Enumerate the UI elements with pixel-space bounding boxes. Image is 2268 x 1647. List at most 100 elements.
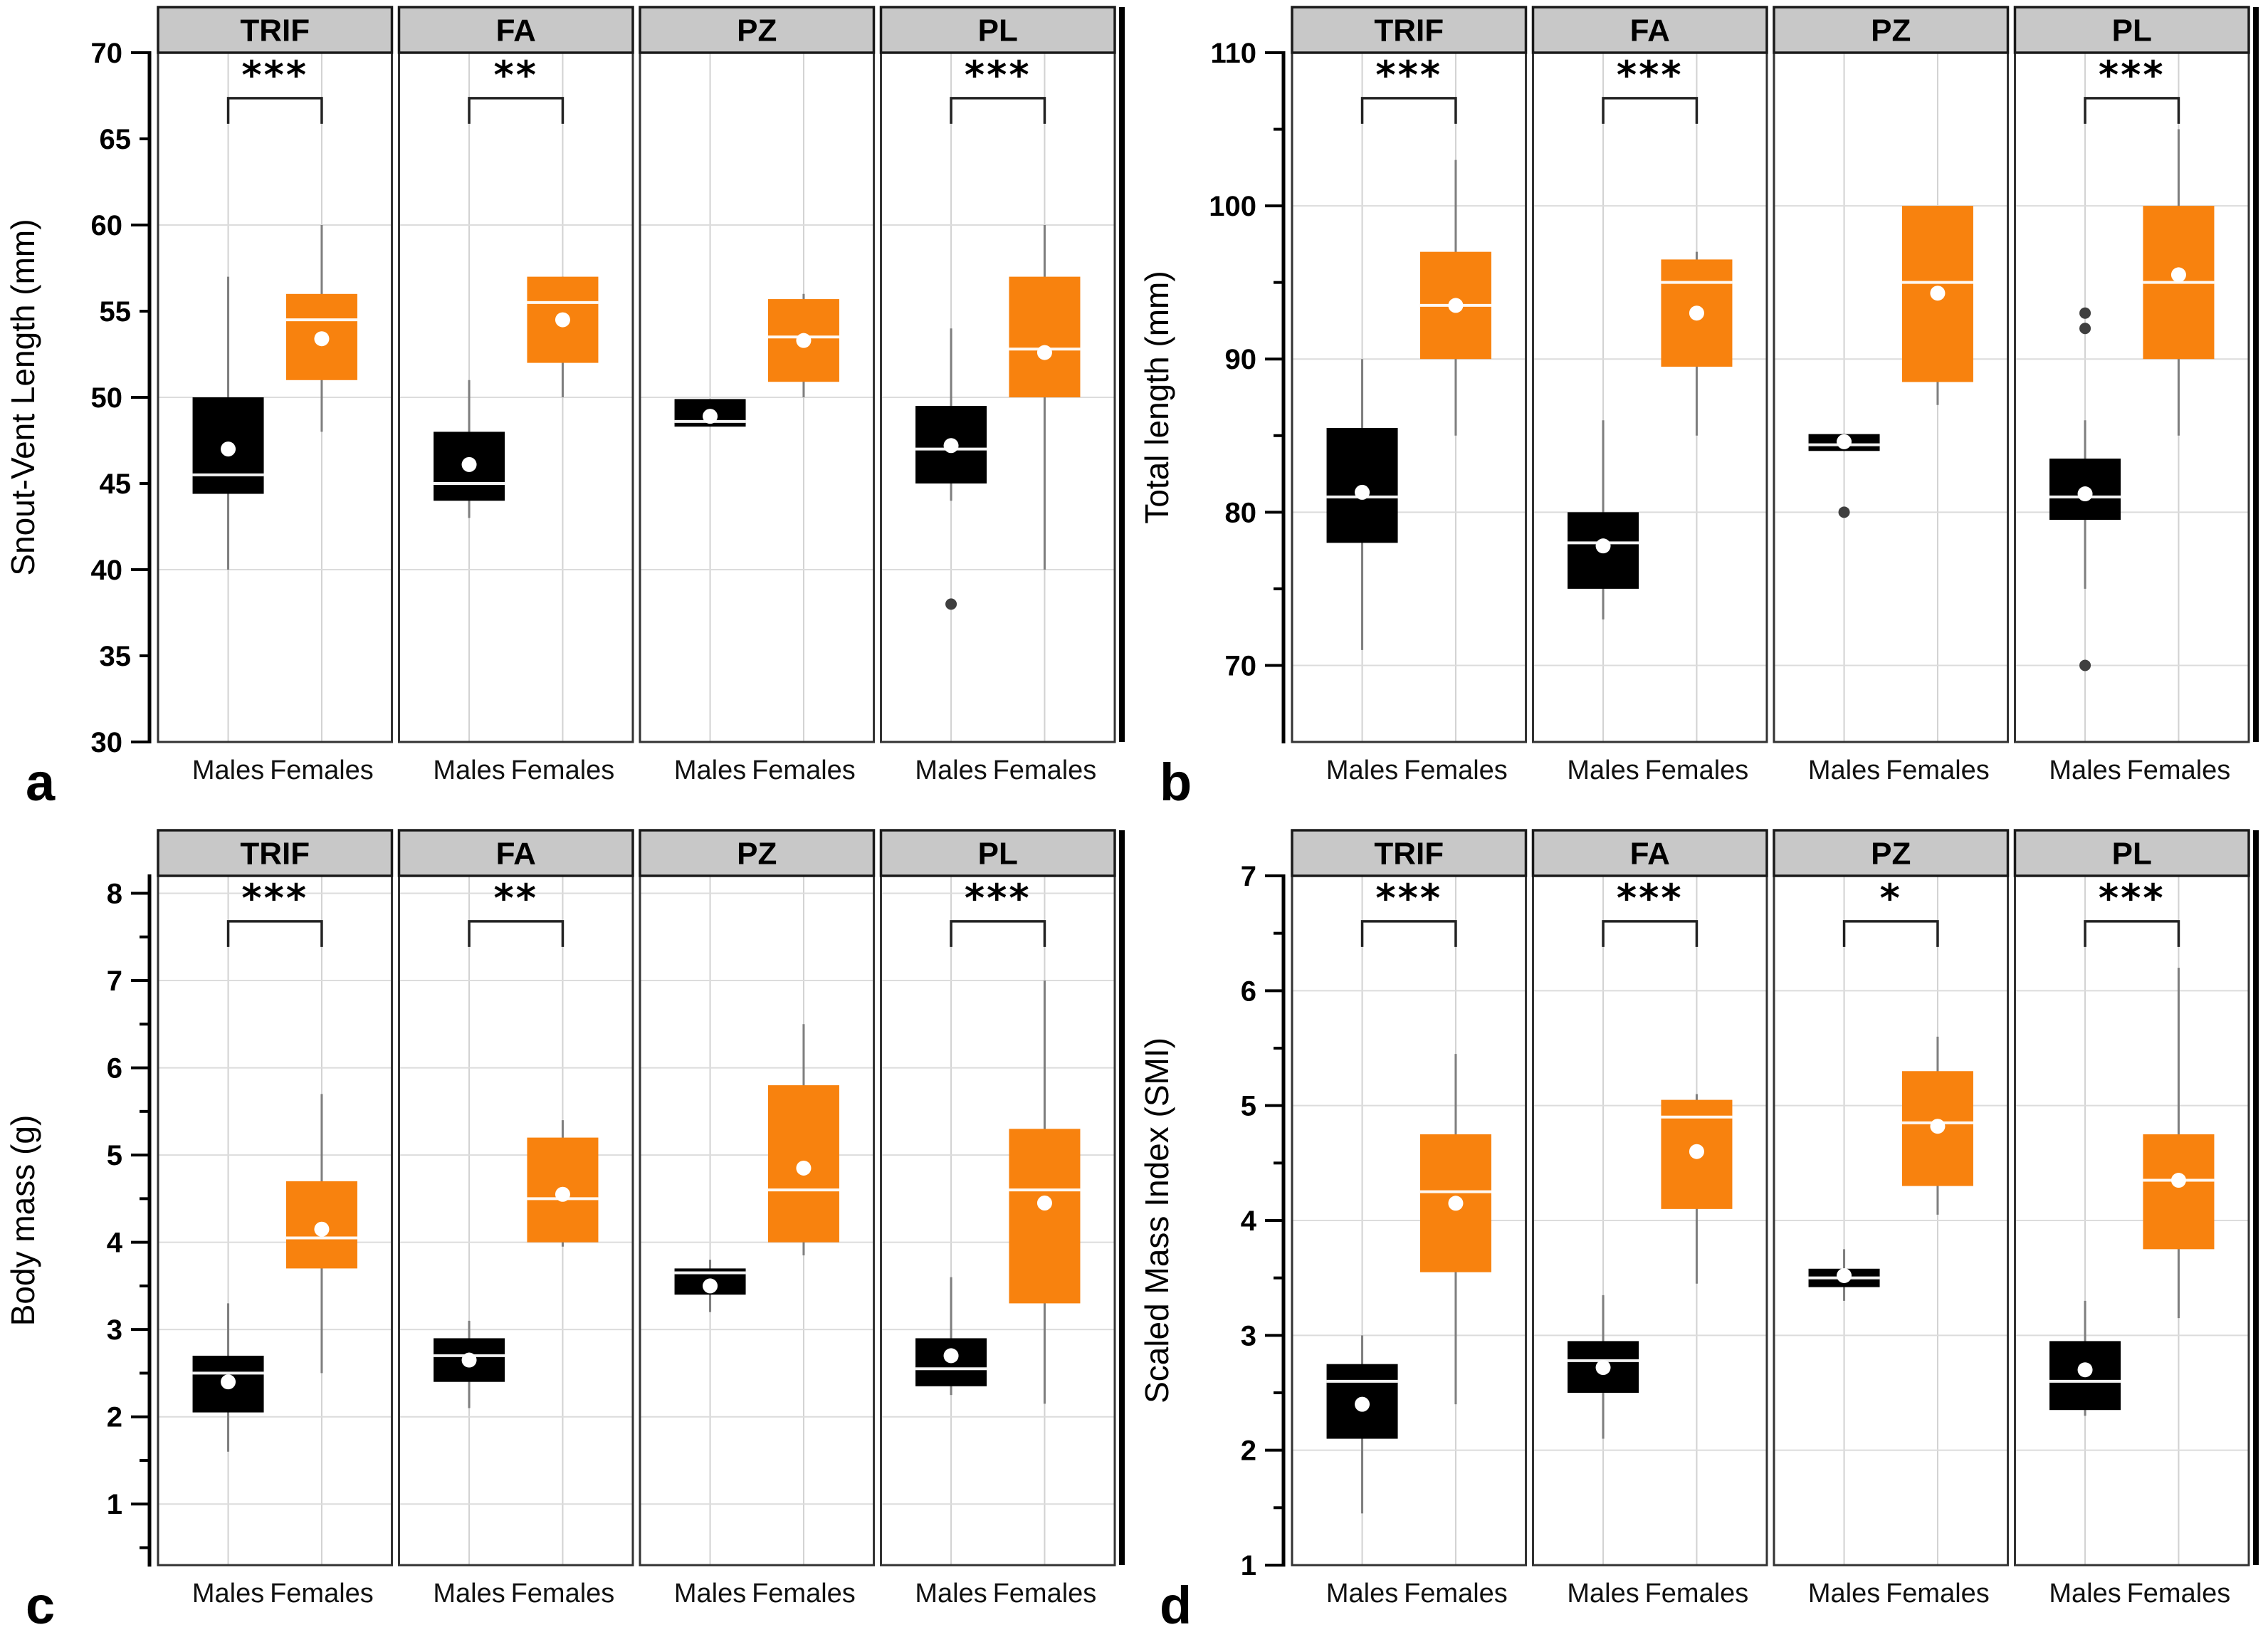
facet-strip-label-pz: PZ: [737, 836, 777, 871]
x-group-label-pz-females: Females: [752, 1579, 856, 1609]
outlier-pz-males: [1838, 506, 1850, 518]
x-group-label-fa-males: Males: [1567, 1579, 1639, 1609]
significance-bracket-fa: [1602, 97, 1699, 124]
x-group-label-trif-females: Females: [270, 755, 374, 785]
x-group-label-pz-females: Females: [752, 755, 856, 785]
y-tick-label: 4: [107, 1228, 123, 1259]
facet-strip-label-fa: FA: [496, 13, 536, 48]
x-group-label-trif-males: Males: [1326, 755, 1398, 785]
significance-bracket-fa: [1602, 920, 1699, 947]
facet-strip-label-trif: TRIF: [240, 836, 310, 871]
y-tick-label: 4: [1241, 1206, 1257, 1237]
facet-strip-pz: [639, 829, 876, 877]
significance-bracket-trif: [1360, 97, 1457, 124]
box-pl-females: [2143, 1134, 2215, 1250]
significance-bracket-trif: [226, 97, 323, 124]
mean-dot-trif-males: [221, 1374, 236, 1390]
y-tick-label: 45: [100, 469, 132, 500]
x-group-label-trif-females: Females: [270, 1579, 374, 1609]
significance-stars-fa: **: [494, 876, 538, 921]
y-tick-label: 70: [1225, 650, 1257, 681]
significance-bracket-trif: [226, 920, 323, 947]
x-group-label-pz-males: Males: [1808, 1579, 1880, 1609]
facet-panel-fa: [1533, 53, 1767, 742]
significance-stars-pl: ***: [965, 53, 1031, 98]
y-axis-title: Snout-Vent Length (mm): [4, 219, 41, 575]
significance-stars-trif: ***: [1375, 53, 1442, 98]
significance-stars-trif: ***: [241, 876, 308, 921]
facet-strip-fa: [397, 829, 634, 877]
facet-strip-label-fa: FA: [1630, 13, 1670, 48]
mean-dot-pz-females: [1930, 286, 1946, 301]
box-pl-females: [1009, 1129, 1081, 1304]
y-tick-label: 30: [91, 727, 123, 758]
mean-dot-pl-males: [943, 438, 959, 454]
y-axis-title: Scaled Mass Index (SMI): [1138, 1037, 1175, 1403]
facet-strip-pl: [2013, 829, 2250, 877]
facet-strip-label-pz: PZ: [1871, 836, 1911, 871]
facet-strip-label-trif: TRIF: [1374, 836, 1444, 871]
facet-strip-pz: [639, 6, 876, 54]
x-group-label-pl-females: Females: [993, 755, 1097, 785]
y-tick-label: 2: [107, 1402, 122, 1433]
facet-strip-pl: [2013, 6, 2250, 54]
mean-dot-pz-females: [796, 1160, 812, 1176]
x-group-label-fa-males: Males: [433, 1579, 505, 1609]
facet-strip-label-trif: TRIF: [240, 13, 310, 48]
mean-dot-pz-males: [703, 409, 718, 424]
y-tick-label: 5: [107, 1140, 122, 1171]
mean-dot-fa-males: [1595, 538, 1611, 554]
outlier-pl-males: [2079, 307, 2091, 319]
x-group-label-pl-females: Females: [2127, 1579, 2231, 1609]
x-group-label-pl-males: Males: [915, 755, 987, 785]
x-group-label-pz-males: Males: [674, 1579, 746, 1609]
mean-dot-pl-females: [1036, 1195, 1052, 1211]
facet-strip-label-pl: PL: [978, 836, 1018, 871]
y-tick-label: 55: [100, 296, 132, 328]
significance-stars-pl: ***: [965, 876, 1031, 921]
x-group-label-pl-males: Males: [915, 1579, 987, 1609]
y-tick-label: 100: [1209, 191, 1256, 222]
significance-bracket-pl: [950, 97, 1046, 124]
y-tick-label: 90: [1225, 344, 1257, 375]
panel-letter-b: b: [1160, 753, 1192, 812]
mean-dot-fa-males: [1595, 1360, 1611, 1376]
significance-bracket-trif: [1360, 920, 1457, 947]
x-group-label-fa-males: Males: [433, 755, 505, 785]
mean-dot-pl-males: [943, 1348, 959, 1364]
x-group-label-trif-males: Males: [1326, 1579, 1398, 1609]
x-group-label-fa-females: Females: [511, 755, 615, 785]
x-group-label-trif-males: Males: [192, 755, 264, 785]
x-group-label-trif-males: Males: [192, 1579, 264, 1609]
x-group-label-pl-females: Females: [2127, 755, 2231, 785]
mean-dot-pl-females: [2170, 267, 2186, 283]
mean-dot-trif-males: [1355, 484, 1370, 500]
outlier-pl-males: [2079, 659, 2091, 671]
significance-stars-pz: *: [1880, 876, 1902, 921]
quadrant-panel-a: Snout-Vent Length (mm) 70 65 60 55 50 45 40 35 30…: [0, 0, 1134, 823]
panel-a-chart: Snout-Vent Length (mm) 70 65 60 55 50 45 40 35 30…: [4, 6, 1125, 812]
y-tick-label: 6: [1241, 976, 1256, 1007]
mean-dot-fa-females: [1689, 1144, 1704, 1159]
facet-strip-pz: [1773, 6, 2010, 54]
facet-strip-label-pl: PL: [2112, 13, 2152, 48]
quadrant-panel-c: Body mass (g) 8 7 6 5 4 3 2 1 *** TRIF Males Females…: [0, 823, 1134, 1646]
facet-strip-trif: [1291, 6, 1528, 54]
facet-panel-trif: [1292, 53, 1526, 742]
facet-strip-pz: [1773, 829, 2010, 877]
facet-strip-fa: [1531, 6, 1768, 54]
significance-stars-fa: ***: [1617, 876, 1684, 921]
facet-strip-trif: [157, 829, 394, 877]
y-tick-label: 110: [1210, 38, 1256, 69]
facet-strip-label-fa: FA: [1630, 836, 1670, 871]
y-tick-label: 2: [1241, 1436, 1256, 1467]
box-pl-females: [1009, 276, 1081, 397]
panel-letter-a: a: [26, 753, 56, 812]
mean-dot-pz-females: [1930, 1119, 1946, 1134]
x-group-label-trif-females: Females: [1404, 1579, 1508, 1609]
y-tick-label: 50: [91, 382, 123, 414]
facet-strip-label-pl: PL: [2112, 836, 2152, 871]
facet-panel-pl: [2015, 53, 2249, 742]
mean-dot-fa-females: [1689, 305, 1704, 321]
